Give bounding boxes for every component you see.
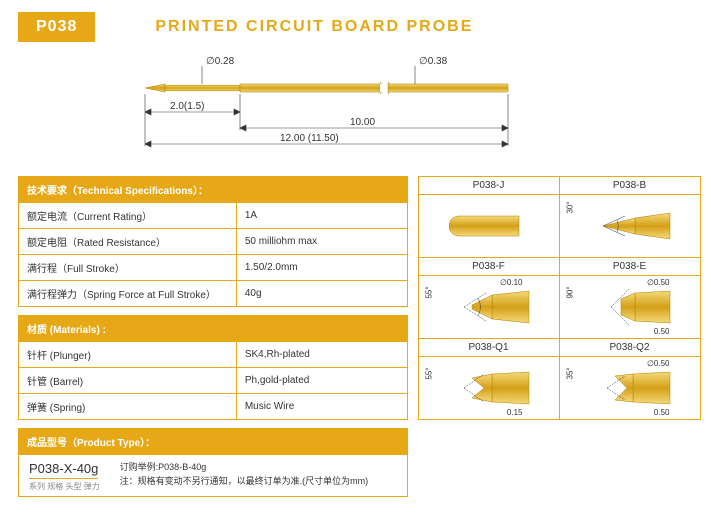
spec-value: 50 milliohm max [236,229,407,255]
spec-label: 满行程（Full Stroke） [19,255,237,281]
material-label: 弹簧 (Spring) [19,394,237,420]
tip-angle: 90° [565,286,574,298]
tip-cell-e: P038-E 90° ∅0.50 0.50 [559,257,701,339]
tip-b-icon [585,211,675,241]
spec-label: 额定电流（Current Rating） [19,203,237,229]
table-row: 针管 (Barrel) Ph,gold-plated [19,368,408,394]
tip-d1: ∅0.50 [647,359,670,368]
table-row: 额定电阻（Rated Resistance） 50 milliohm max [19,229,408,255]
dim-tip: 2.0(1.5) [170,101,204,112]
material-value: Music Wire [236,394,407,420]
material-label: 针管 (Barrel) [19,368,237,394]
tip-d2: 0.15 [507,408,523,417]
tip-cell-j: P038-J [418,176,560,258]
product-note-block: 订购举例:P038-B-40g 注：规格有变动不另行通知，以最终订单为准.(尺寸… [120,461,369,492]
tip-code: P038-F [419,258,559,276]
tip-cell-f: P038-F 55° ∅0.10 [418,257,560,339]
spec-label: 满行程弹力（Spring Force at Full Stroke） [19,281,237,307]
dim-total: 12.00 (11.50) [280,133,339,144]
tip-grid: P038-J P038-B 30° [418,176,700,419]
tip-angle: 30° [565,201,574,213]
order-example: 订购举例:P038-B-40g [120,461,369,475]
product-note: 注：规格有变动不另行通知，以最终订单为准.(尺寸单位为mm) [120,475,369,489]
page-title: PRINTED CIRCUIT BOARD PROBE [155,18,473,36]
table-row: 弹簧 (Spring) Music Wire [19,394,408,420]
part-number-badge: P038 [18,12,95,42]
specs-header: 技术要求（Technical Specifications）： [19,177,408,203]
dim-dia-tip: ∅0.28 [206,56,234,67]
product-type-table: 成品型号（Product Type）： [18,428,408,455]
material-label: 针杆 (Plunger) [19,342,237,368]
material-value: SK4,Rh-plated [236,342,407,368]
left-column: 技术要求（Technical Specifications）： 额定电流（Cur… [18,176,408,497]
spec-value: 1A [236,203,407,229]
materials-table: 材质 (Materials) : 针杆 (Plunger) SK4,Rh-pla… [18,315,408,420]
materials-header: 材质 (Materials) : [19,316,408,342]
tip-q1-icon [444,368,534,408]
table-row: 针杆 (Plunger) SK4,Rh-plated [19,342,408,368]
spec-label: 额定电阻（Rated Resistance） [19,229,237,255]
tip-f-icon [444,287,534,327]
table-row: 额定电流（Current Rating） 1A [19,203,408,229]
table-row: 满行程弹力（Spring Force at Full Stroke） 40g [19,281,408,307]
dim-body: 10.00 [350,117,375,128]
tip-code: P038-Q1 [419,339,559,357]
tip-d2: 0.50 [654,408,670,417]
tip-cell-q1: P038-Q1 55° 0.15 [418,338,560,420]
probe-svg [20,54,690,164]
tip-j-icon [449,214,529,238]
tip-code: P038-E [560,258,700,276]
tip-d1: ∅0.10 [500,278,523,287]
probe-diagram: ∅0.28 ∅0.38 2.0(1.5) 10.00 12.00 (11.50) [20,54,690,164]
material-value: Ph,gold-plated [236,368,407,394]
dim-dia-body: ∅0.38 [419,56,447,67]
tip-angle: 55° [424,367,433,379]
spec-value: 40g [236,281,407,307]
tip-e-icon [585,287,675,327]
tip-code: P038-Q2 [560,339,700,357]
product-type-header: 成品型号（Product Type）： [19,429,408,455]
header: P038 PRINTED CIRCUIT BOARD PROBE [0,0,711,50]
spec-value: 1.50/2.0mm [236,255,407,281]
tip-code: P038-B [560,177,700,195]
product-type-box: P038-X-40g 系列 规格 头型 弹力 订购举例:P038-B-40g 注… [18,455,408,497]
product-code-block: P038-X-40g 系列 规格 头型 弹力 [29,461,100,492]
product-code: P038-X-40g [29,461,98,479]
specs-table: 技术要求（Technical Specifications）： 额定电流（Cur… [18,176,408,307]
tip-d2: 0.50 [654,327,670,336]
tip-cell-q2: P038-Q2 35° ∅0.50 0.50 [559,338,701,420]
tip-code: P038-J [419,177,559,195]
table-row: 满行程（Full Stroke） 1.50/2.0mm [19,255,408,281]
product-code-annot: 系列 规格 头型 弹力 [29,481,100,492]
tip-d1: ∅0.50 [647,278,670,287]
tip-q2-icon [585,368,675,408]
tip-cell-b: P038-B 30° [559,176,701,258]
tip-angle: 35° [565,367,574,379]
tip-angle: 55° [424,286,433,298]
